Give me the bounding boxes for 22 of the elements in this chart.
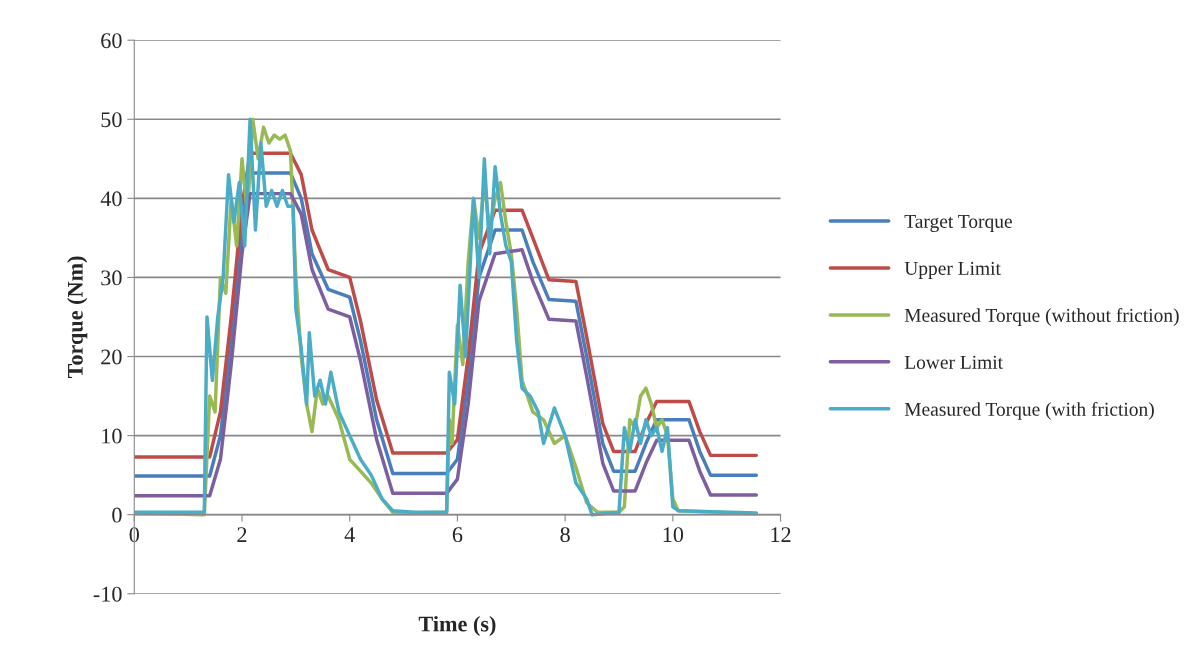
x-tick-label: 4 <box>344 527 355 542</box>
y-axis-title: Torque (Nm) <box>67 256 88 379</box>
legend-label: Upper Limit <box>904 261 1001 279</box>
y-tick-label: 30 <box>101 270 122 286</box>
x-tick-label: 0 <box>129 527 139 543</box>
x-tick-label: 2 <box>237 527 247 542</box>
y-tick-label: 0 <box>112 507 122 523</box>
y-tick-label: 60 <box>101 33 122 49</box>
legend-label: Target Torque <box>904 215 1012 232</box>
legend-label: Measured Torque (without friction) <box>904 308 1179 326</box>
legend-label: Lower Limit <box>904 355 1003 369</box>
x-tick-label: 8 <box>560 527 570 543</box>
x-tick-label: 12 <box>771 527 791 542</box>
x-tick-label: 6 <box>452 527 463 543</box>
x-tick-label: 10 <box>663 527 684 543</box>
y-tick-label: 50 <box>101 112 122 128</box>
y-tick-label: 40 <box>100 191 122 207</box>
y-tick-label: 20 <box>101 349 122 365</box>
y-tick-label: 10 <box>102 428 122 444</box>
x-axis-title: Time (s) <box>418 615 496 637</box>
y-tick-label: -10 <box>93 586 122 602</box>
legend-label: Measured Torque (with friction) <box>904 401 1154 420</box>
